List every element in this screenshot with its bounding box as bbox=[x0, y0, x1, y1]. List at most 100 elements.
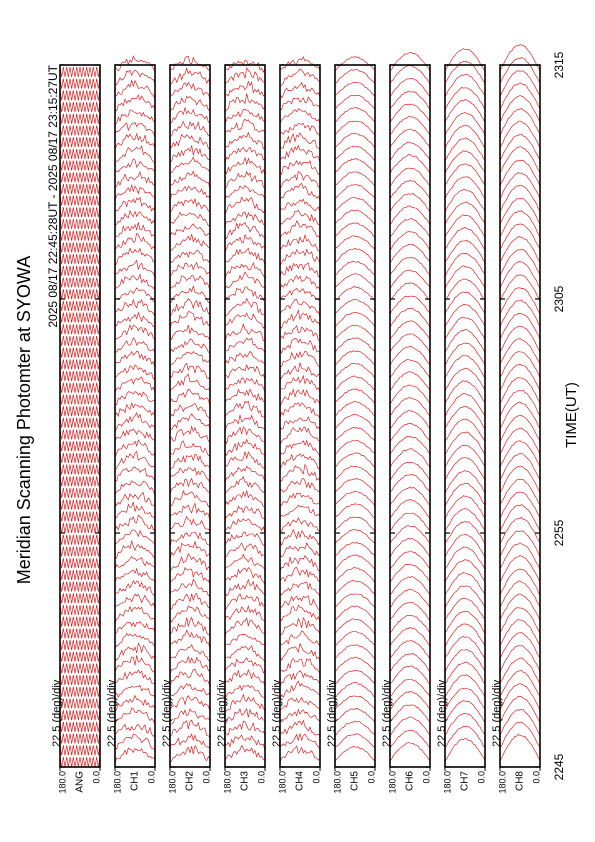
x-tick-label: 2315 bbox=[552, 51, 566, 78]
scan-trace bbox=[499, 721, 541, 749]
scan-trace bbox=[389, 422, 431, 442]
scan-trace bbox=[59, 382, 101, 393]
scan-trace bbox=[224, 286, 266, 303]
scan-trace bbox=[224, 645, 266, 662]
scan-trace bbox=[499, 120, 541, 149]
scan-trace bbox=[59, 686, 101, 697]
scan-trace bbox=[499, 249, 541, 276]
scan-trace bbox=[59, 148, 101, 159]
scan-trace bbox=[224, 438, 266, 456]
scan-trace bbox=[114, 158, 156, 173]
scan-trace bbox=[169, 338, 211, 353]
scan-trace bbox=[59, 113, 101, 124]
scan-trace bbox=[499, 607, 541, 634]
panel-scale: 22.5 (deg)/div bbox=[106, 679, 118, 747]
scan-trace bbox=[224, 476, 266, 494]
scan-trace bbox=[334, 299, 376, 315]
y-tick-label: 0.0 bbox=[201, 771, 211, 784]
scan-trace bbox=[59, 499, 101, 510]
scan-trace bbox=[169, 81, 211, 99]
scan-trace bbox=[169, 605, 211, 623]
scan-trace bbox=[279, 542, 321, 558]
scan-trace bbox=[334, 414, 376, 430]
scan-trace bbox=[334, 311, 376, 328]
scan-trace bbox=[114, 694, 156, 713]
scan-trace bbox=[499, 184, 541, 212]
scan-trace bbox=[169, 425, 211, 443]
scan-trace bbox=[499, 299, 541, 328]
scan-trace bbox=[499, 389, 541, 417]
scan-trace bbox=[444, 125, 486, 149]
scan-trace bbox=[279, 439, 321, 457]
scan-trace bbox=[169, 145, 211, 163]
scan-trace bbox=[279, 708, 321, 723]
scan-trace bbox=[59, 710, 101, 721]
scan-trace bbox=[389, 243, 431, 263]
scan-trace bbox=[224, 593, 266, 611]
scan-trace bbox=[59, 476, 101, 487]
scan-trace bbox=[114, 122, 156, 138]
scan-trace bbox=[114, 669, 156, 684]
scan-trace bbox=[59, 663, 101, 674]
scan-trace bbox=[114, 287, 156, 302]
scan-trace bbox=[114, 621, 156, 635]
scan-trace bbox=[389, 525, 431, 544]
scan-trace bbox=[334, 388, 376, 404]
scan-trace bbox=[389, 576, 431, 596]
scan-trace bbox=[114, 170, 156, 187]
scan-trace bbox=[114, 733, 156, 751]
scan-trace bbox=[279, 528, 321, 546]
scan-trace bbox=[169, 566, 211, 585]
scan-trace bbox=[389, 167, 431, 187]
scan-trace bbox=[389, 128, 431, 149]
scan-trace bbox=[279, 567, 321, 583]
scan-trace bbox=[224, 350, 266, 365]
scan-trace bbox=[389, 193, 431, 213]
scan-trace bbox=[59, 324, 101, 335]
scan-trace bbox=[224, 93, 266, 113]
scan-trace bbox=[59, 511, 101, 522]
scan-trace bbox=[389, 653, 431, 673]
scan-trace bbox=[444, 470, 486, 494]
chart-subtitle: 2025 08/17 22:45:28UT - 2025 08/17 23:15… bbox=[46, 64, 60, 327]
scan-trace bbox=[59, 640, 101, 651]
scan-trace bbox=[169, 467, 211, 483]
scan-trace bbox=[389, 512, 431, 532]
scan-trace bbox=[444, 227, 486, 251]
scan-trace bbox=[224, 323, 266, 343]
scan-trace bbox=[169, 197, 211, 213]
scan-trace bbox=[334, 209, 376, 225]
scan-trace bbox=[224, 684, 266, 700]
scan-trace bbox=[389, 550, 431, 570]
scan-trace bbox=[389, 716, 431, 737]
panel-frame bbox=[169, 64, 211, 768]
scan-trace bbox=[59, 254, 101, 265]
scan-trace bbox=[224, 118, 266, 134]
scan-trace bbox=[224, 542, 266, 557]
scan-trace bbox=[389, 742, 431, 762]
scan-trace bbox=[59, 569, 101, 580]
scan-trace bbox=[169, 250, 211, 263]
scan-trace bbox=[279, 299, 321, 317]
scan-trace bbox=[499, 657, 541, 685]
scan-trace bbox=[169, 531, 211, 547]
scan-trace bbox=[444, 201, 486, 225]
scan-trace bbox=[114, 501, 156, 520]
scan-trace bbox=[334, 260, 376, 277]
scan-trace bbox=[499, 95, 541, 123]
scan-trace bbox=[279, 171, 321, 189]
scan-trace bbox=[169, 106, 211, 123]
scan-trace bbox=[389, 410, 431, 430]
scan-trace bbox=[169, 298, 211, 317]
scan-trace bbox=[389, 282, 431, 301]
scan-trace bbox=[59, 277, 101, 288]
y-tick-label: 180.0 bbox=[332, 771, 342, 794]
scan-trace bbox=[499, 82, 541, 110]
scan-trace bbox=[59, 604, 101, 616]
scan-trace bbox=[334, 68, 376, 85]
scan-trace bbox=[169, 55, 211, 71]
scan-trace bbox=[59, 452, 101, 463]
scan-trace bbox=[169, 275, 211, 291]
scan-trace bbox=[59, 242, 101, 253]
y-tick-label: 0.0 bbox=[146, 771, 156, 784]
